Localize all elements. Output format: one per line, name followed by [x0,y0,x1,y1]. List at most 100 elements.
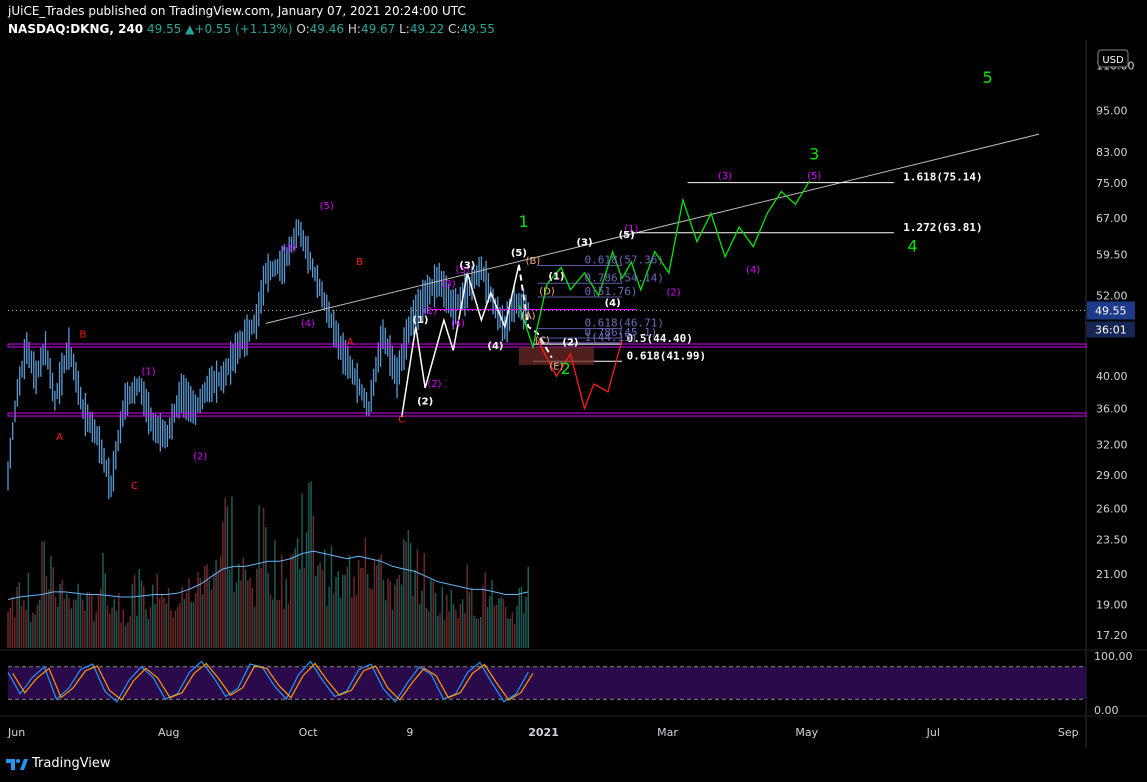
stoch-tick-label: 100.00 [1094,650,1133,663]
y-tick-label: 21.00 [1096,568,1128,581]
y-tick-label: 23.50 [1096,533,1128,546]
fib-label: 0.618(57.36) [584,254,663,267]
wave-label: C [398,414,405,425]
wave-label: (C) [535,335,550,346]
wave-label: (4) [746,265,760,276]
wave-label: (4) [605,298,621,309]
wave-label: B [80,329,87,340]
fib-label: 1.272(63.81) [903,221,982,234]
wave-label: (E) [549,361,563,372]
wave-label: (1) [548,272,564,283]
y-tick-label: 19.00 [1096,599,1128,612]
wave-label: (D) [539,286,555,297]
fib-label: 0.786(54.14) [584,271,663,284]
wave-label: (A) [521,311,536,322]
drawings: 1.618(75.14) 1.272(63.81) 0.5(44.40) 0.618(… [7,68,1087,492]
wave-label: A [347,337,354,348]
wave-label: 3 [809,145,819,164]
stoch-rsi-pane [7,660,1086,703]
wave-label: (1) [412,315,428,326]
wave-label: (3) [576,238,592,249]
last-price-box [1087,301,1135,320]
wave-label: (5) [807,171,821,182]
tradingview-icon [6,758,28,770]
fib-label: 0.5(44.40) [627,332,693,345]
y-tick-label: 59.50 [1096,248,1128,261]
x-tick-label: Jun [7,726,25,739]
wave-label: (2) [417,396,433,407]
support-line [7,412,1087,417]
wave-label: (3) [459,261,475,272]
wave-label: (3) [456,265,470,276]
wave-label: (3) [282,244,296,255]
wave-label: (5) [320,201,334,212]
wave-label: (5) [511,248,527,259]
price-chart[interactable]: 1.618(75.14) 1.272(63.81) 0.5(44.40) 0.618(… [0,40,1147,748]
tradingview-logo[interactable]: TradingView [6,756,111,771]
y-tick-label: 40.00 [1096,370,1128,383]
wave-label: 5 [982,68,992,87]
stoch-k-line [7,660,529,703]
x-tick-label: 9 [406,726,413,739]
low-value: 49.22 [409,22,445,36]
ohlc-legend[interactable]: NASDAQ:DKNG, 240 49.55 ▲+0.55 (+1.13%) O… [8,22,495,36]
tradingview-brand: TradingView [32,756,111,771]
wave-label: A [56,432,63,443]
wave-label: (4) [451,319,465,330]
countdown-label: 36:01 [1095,323,1127,336]
axes: 110.0095.0083.0075.0067.0059.5052.0040.0… [7,49,1135,739]
countdown-box [1087,321,1135,338]
stoch-band [8,666,1086,700]
up-triangle-icon: ▲ [185,22,195,36]
symbol-label[interactable]: NASDAQ:DKNG, 240 [8,22,144,36]
last-price-label: 49.55 [1095,304,1127,317]
white-wave-path [400,264,520,418]
wave-label: (5) [619,230,635,241]
wave-label: (4) [301,319,315,330]
wave-label: (3) [441,279,455,290]
white-dashed-path [517,264,553,359]
open-label: O: [296,22,310,36]
last-price: 49.55 [147,22,182,36]
y-tick-label: 75.00 [1096,177,1128,190]
x-tick-label: Aug [158,726,179,739]
wave-label: (1) [423,306,437,317]
volume-pane [7,481,530,648]
currency-label: USD [1102,55,1124,66]
y-tick-label: 83.00 [1096,146,1128,159]
open-value: 49.46 [309,22,345,36]
y-tick-label: 17.20 [1096,629,1128,642]
wave-label: 4 [907,237,917,256]
fib-label: 0.618(46.71) [584,317,663,330]
close-label: C: [448,22,461,36]
wave-label: (2) [193,451,207,462]
target-zone [518,346,594,365]
trend-line [265,133,1040,324]
fib-label: 1.618(75.14) [903,171,982,184]
close-value: 49.55 [460,22,495,36]
green-projection-path [518,180,811,350]
wave-label: (2) [666,288,680,299]
wave-label: (B) [526,256,541,267]
red-projection-path [537,339,623,411]
wave-label: 1 [518,212,528,231]
chart-header: jUiCE_Trades published on TradingView.co… [0,0,1147,40]
stoch-tick-label: 0.00 [1094,704,1119,717]
y-tick-label: 36.00 [1096,403,1128,416]
high-label: H: [347,22,361,36]
x-tick-label: Mar [657,726,678,739]
x-tick-label: Oct [299,726,319,739]
wave-label: 2 [561,359,571,378]
y-tick-label: 95.00 [1096,105,1128,118]
y-tick-label: 32.00 [1096,439,1128,452]
fib-label: 0.786(45.1) [584,326,657,339]
x-tick-label: Sep [1058,726,1079,739]
x-tick-label: 2021 [528,726,559,739]
y-tick-label: 26.00 [1096,502,1128,515]
footer: TradingView [0,748,1147,782]
wave-label: (2) [562,338,578,349]
wave-label: (4) [487,341,503,352]
low-label: L: [399,22,410,36]
y-tick-label: 29.00 [1096,469,1128,482]
fib-label: 0(51.76) [584,285,637,298]
